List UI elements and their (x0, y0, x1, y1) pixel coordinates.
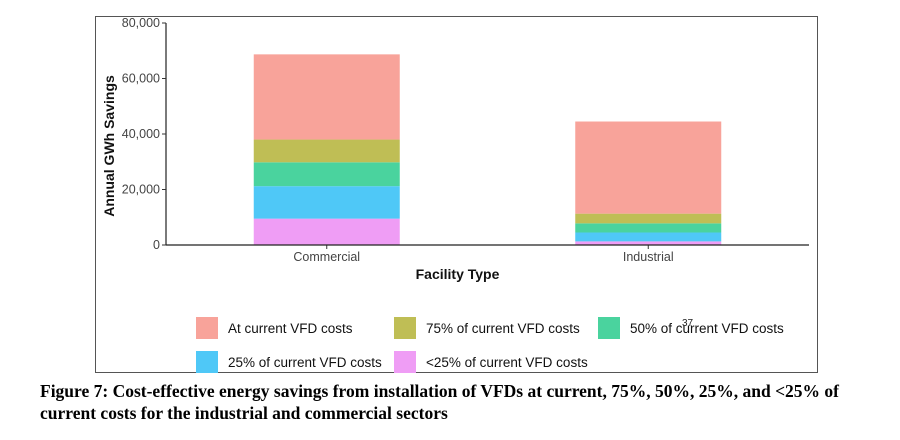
legend-item: 25% of current VFD costs (196, 351, 382, 373)
y-tick-label: 60,000 (122, 72, 160, 86)
bar-commercial-series-0 (253, 218, 400, 245)
legend-item: 75% of current VFD costs (394, 317, 580, 339)
legend-label: At current VFD costs (228, 320, 353, 336)
legend-swatch (598, 317, 620, 339)
legend-swatch (394, 351, 416, 373)
legend-label: <25% of current VFD costs (426, 354, 588, 370)
legend-item: 50% of current VFD costs (598, 317, 784, 339)
y-tick-label: 20,000 (122, 183, 160, 197)
y-tick-label: 0 (153, 238, 160, 252)
bar-commercial-series-4 (253, 54, 400, 140)
x-tick-label: Commercial (293, 250, 360, 264)
bar-industrial-series-4 (575, 121, 722, 214)
legend-label: 75% of current VFD costs (426, 320, 580, 336)
page-number-mark: 37 (682, 318, 694, 329)
y-tick-label: 40,000 (122, 127, 160, 141)
bar-industrial-series-2 (575, 223, 722, 233)
bar-commercial-series-2 (253, 162, 400, 187)
stacked-bar-chart: Commercial Industrial 0 20,000 40,000 60,000 8… (101, 17, 809, 282)
legend-swatch (196, 317, 218, 339)
y-axis-title: Annual GWh Savings (101, 75, 117, 217)
x-tick-label: Industrial (623, 250, 674, 264)
legend-swatch (196, 351, 218, 373)
bar-commercial-series-1 (253, 186, 400, 219)
figure-frame: Commercial Industrial 0 20,000 40,000 60,000 8… (95, 16, 818, 373)
legend-item: <25% of current VFD costs (394, 351, 588, 373)
legend-item: At current VFD costs (196, 317, 353, 339)
bar-industrial-series-1 (575, 232, 722, 242)
legend-label: 25% of current VFD costs (228, 354, 382, 370)
bar-commercial-series-3 (253, 139, 400, 163)
figure-caption: Figure 7: Cost-effective energy savings … (40, 381, 840, 423)
bar-industrial-series-0 (575, 241, 722, 245)
bar-industrial-series-3 (575, 213, 722, 224)
legend-label: 50% of current VFD costs (630, 320, 784, 336)
legend-swatch (394, 317, 416, 339)
x-axis-title: Facility Type (416, 266, 500, 282)
y-tick-label: 80,000 (122, 17, 160, 30)
